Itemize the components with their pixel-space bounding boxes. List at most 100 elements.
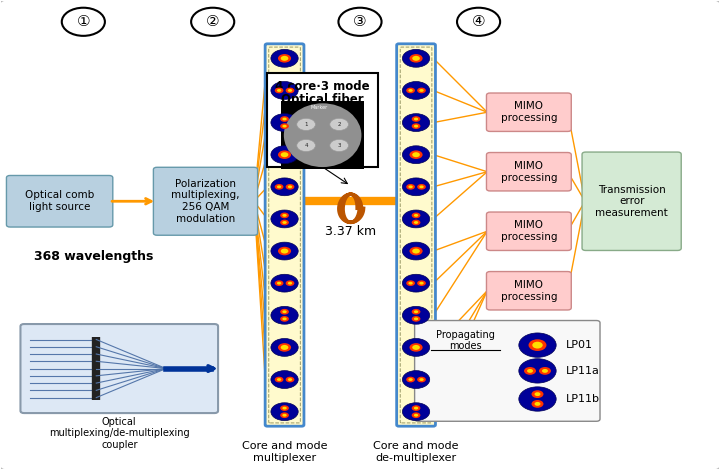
Bar: [267, 73, 378, 167]
Text: Optical fiber: Optical fiber: [282, 93, 364, 106]
Circle shape: [412, 219, 420, 225]
Bar: [281, 102, 364, 169]
Circle shape: [402, 306, 430, 324]
FancyBboxPatch shape: [397, 44, 436, 426]
Text: Optical
multiplexing/de-multiplexing
coupler: Optical multiplexing/de-multiplexing cou…: [49, 416, 189, 450]
Circle shape: [414, 407, 418, 409]
Circle shape: [271, 178, 298, 196]
Circle shape: [271, 146, 298, 164]
Circle shape: [288, 282, 292, 285]
Circle shape: [413, 249, 420, 253]
Circle shape: [402, 242, 430, 260]
Circle shape: [539, 367, 551, 375]
Circle shape: [281, 249, 289, 253]
Circle shape: [271, 210, 298, 228]
FancyBboxPatch shape: [20, 324, 218, 413]
FancyBboxPatch shape: [265, 44, 304, 426]
Circle shape: [286, 184, 294, 190]
Circle shape: [417, 87, 426, 94]
Circle shape: [282, 310, 287, 313]
Circle shape: [275, 184, 284, 190]
Circle shape: [406, 184, 415, 190]
Text: 3.37 km: 3.37 km: [325, 225, 377, 238]
Circle shape: [412, 123, 420, 129]
Circle shape: [402, 114, 430, 132]
Circle shape: [519, 387, 556, 411]
Text: 4: 4: [305, 143, 308, 148]
Circle shape: [280, 405, 289, 411]
Text: Core and mode
multiplexer: Core and mode multiplexer: [242, 441, 328, 463]
Circle shape: [281, 56, 289, 61]
Circle shape: [286, 376, 294, 383]
Text: Transmission
error
measurement: Transmission error measurement: [595, 185, 668, 218]
Text: 4 core·3 mode: 4 core·3 mode: [275, 80, 370, 93]
Circle shape: [402, 371, 430, 388]
Circle shape: [410, 150, 423, 159]
Circle shape: [271, 338, 298, 356]
Circle shape: [406, 280, 415, 286]
Text: MIMO
processing: MIMO processing: [500, 280, 557, 302]
Circle shape: [277, 282, 282, 285]
Text: ①: ①: [76, 14, 90, 29]
Circle shape: [414, 118, 418, 120]
Circle shape: [297, 140, 315, 152]
Circle shape: [282, 118, 287, 120]
Circle shape: [271, 114, 298, 132]
Circle shape: [414, 125, 418, 127]
Text: Propagating
modes: Propagating modes: [436, 329, 495, 351]
Circle shape: [402, 178, 430, 196]
Circle shape: [288, 378, 292, 381]
Circle shape: [419, 89, 423, 92]
Circle shape: [282, 407, 287, 409]
Circle shape: [524, 367, 536, 375]
Circle shape: [282, 214, 287, 217]
Circle shape: [282, 125, 287, 127]
Circle shape: [412, 212, 420, 218]
Circle shape: [534, 402, 541, 406]
Circle shape: [402, 210, 430, 228]
Circle shape: [280, 212, 289, 218]
Circle shape: [412, 309, 420, 314]
Circle shape: [408, 185, 413, 188]
FancyBboxPatch shape: [415, 321, 600, 421]
FancyBboxPatch shape: [582, 152, 681, 251]
Circle shape: [271, 403, 298, 421]
FancyBboxPatch shape: [487, 153, 571, 191]
Circle shape: [280, 316, 289, 321]
Circle shape: [282, 317, 287, 320]
Circle shape: [417, 376, 426, 383]
Text: LP01: LP01: [566, 340, 593, 350]
Text: 368 wavelengths: 368 wavelengths: [35, 250, 154, 263]
Text: 2: 2: [338, 122, 341, 127]
Circle shape: [281, 152, 289, 157]
Circle shape: [414, 414, 418, 416]
Circle shape: [330, 140, 348, 152]
Circle shape: [532, 342, 543, 349]
Text: LP11a: LP11a: [566, 366, 600, 376]
Circle shape: [271, 82, 298, 99]
Text: Marker: Marker: [310, 104, 328, 110]
Circle shape: [402, 274, 430, 292]
Circle shape: [419, 378, 423, 381]
Circle shape: [280, 123, 289, 129]
Circle shape: [277, 185, 282, 188]
Circle shape: [277, 89, 282, 92]
Circle shape: [280, 309, 289, 314]
Circle shape: [278, 150, 291, 159]
Circle shape: [413, 345, 420, 350]
Circle shape: [402, 338, 430, 356]
Text: LP11b: LP11b: [566, 394, 600, 404]
Circle shape: [527, 369, 533, 373]
Circle shape: [413, 152, 420, 157]
Circle shape: [414, 214, 418, 217]
Text: Polarization
multiplexing,
256 QAM
modulation: Polarization multiplexing, 256 QAM modul…: [171, 179, 240, 224]
Circle shape: [297, 118, 315, 131]
Circle shape: [281, 345, 289, 350]
Circle shape: [280, 116, 289, 122]
Circle shape: [534, 392, 541, 396]
Circle shape: [286, 280, 294, 286]
Circle shape: [275, 376, 284, 383]
Circle shape: [271, 371, 298, 388]
Circle shape: [419, 282, 423, 285]
Circle shape: [410, 54, 423, 63]
